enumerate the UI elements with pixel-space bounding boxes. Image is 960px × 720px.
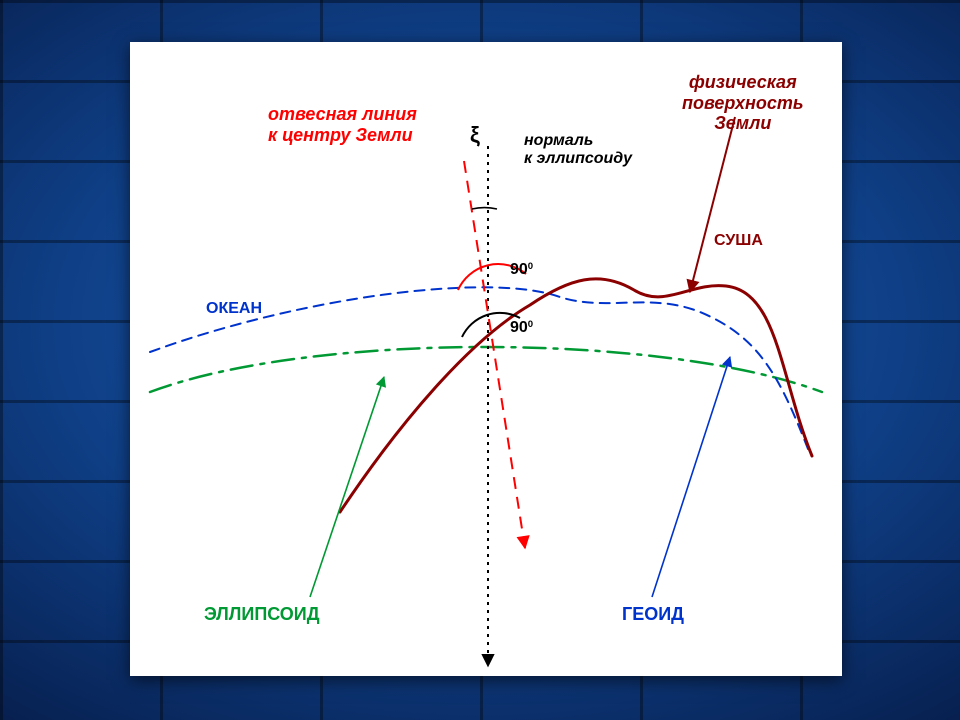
normal-label: нормальк эллипсоиду <box>524 132 632 169</box>
land-label: СУША <box>714 232 763 250</box>
surface-label: физическаяповерхностьЗемли <box>682 72 804 134</box>
geoid_ptr <box>652 357 730 597</box>
to_geoid-label: 900 <box>510 261 533 279</box>
ocean-label: ОКЕАН <box>206 300 262 318</box>
diagram-canvas: 900 900 ξ отвесная линияк центру Земли норм… <box>130 42 842 676</box>
xi-label: ξ <box>470 122 480 147</box>
geoid-label: ГЕОИД <box>622 604 684 625</box>
plumb-label: отвесная линияк центру Земли <box>268 104 417 145</box>
xi-arc <box>472 208 497 209</box>
ellipsoid-label: ЭЛЛИПСОИД <box>204 604 320 625</box>
plumb-line <box>464 161 525 548</box>
to_ellipsoid-label: 900 <box>510 319 533 337</box>
diagram-svg: 900 900 ξ <box>130 42 842 676</box>
ellipsoid_ptr <box>310 377 384 597</box>
surface_ptr <box>690 117 735 292</box>
surface-curve <box>340 279 812 512</box>
